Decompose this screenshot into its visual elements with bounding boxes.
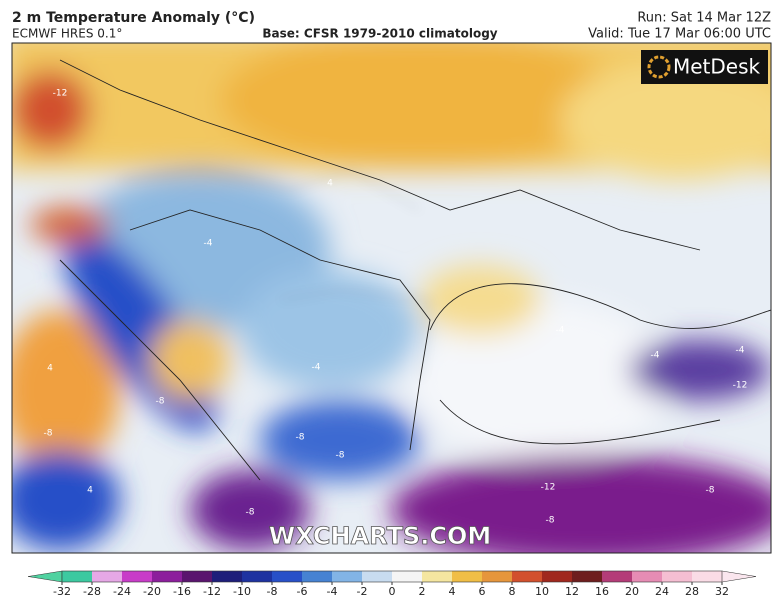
colorbar-segment <box>632 571 663 582</box>
colorbar-tick-label: -10 <box>233 585 251 598</box>
colorbar-segment <box>692 571 723 582</box>
colorbar-tick-label: 28 <box>685 585 699 598</box>
contour-label: -8 <box>156 397 165 407</box>
contour-label: -4 <box>736 346 745 356</box>
colorbar-tick-label: -6 <box>297 585 308 598</box>
colorbar-tick-label: -12 <box>203 585 221 598</box>
contour-label: -12 <box>733 381 748 391</box>
colorbar-segment <box>302 571 333 582</box>
colorbar-tick-label: 8 <box>509 585 516 598</box>
contour-label: -8 <box>296 433 305 443</box>
contour-label: -8 <box>706 486 715 496</box>
colorbar-under <box>27 570 63 583</box>
colorbar-tick-label: 24 <box>655 585 669 598</box>
model: ECMWF HRES 0.1° <box>12 27 122 41</box>
colorbar-segment <box>92 571 123 582</box>
logo: MetDesk <box>673 55 761 79</box>
colorbar-segment <box>662 571 693 582</box>
colorbar-tick-label: 20 <box>625 585 639 598</box>
logo-box: MetDesk <box>641 50 768 84</box>
colorbar-segment <box>242 571 273 582</box>
colorbar-segment <box>212 571 243 582</box>
colorbar-segment <box>272 571 303 582</box>
colorbar-segment <box>602 571 633 582</box>
colorbar-segment <box>62 571 93 582</box>
contour-label: -4 <box>312 363 321 373</box>
colorbar-segment <box>542 571 573 582</box>
contour-label: -4 <box>556 326 565 336</box>
map-field <box>12 43 771 553</box>
colorbar-tick-label: 2 <box>419 585 426 598</box>
colorbar-segment <box>482 571 513 582</box>
colorbar-tick-label: -2 <box>357 585 368 598</box>
watermark: WXCHARTS.COM <box>269 522 491 550</box>
colorbar-segment <box>152 571 183 582</box>
colorbar-tick-label: 10 <box>535 585 549 598</box>
colorbar-segment <box>422 571 453 582</box>
contour-label: -8 <box>546 516 555 526</box>
contour-label: -8 <box>246 508 255 518</box>
map-frame <box>11 42 772 554</box>
contour-label: -12 <box>541 483 556 493</box>
colorbar-tick-label: -8 <box>267 585 278 598</box>
colorbar-tick-label: 4 <box>449 585 456 598</box>
contour-label: -4 <box>651 351 660 361</box>
colorbar-segment <box>122 571 153 582</box>
contour-label: -4 <box>204 239 213 249</box>
colorbar-tick-label: -4 <box>327 585 338 598</box>
colorbar-tick-label: 6 <box>479 585 486 598</box>
valid: Valid: Tue 17 Mar 06:00 UTC <box>588 27 771 42</box>
colorbar-tick-label: -28 <box>83 585 101 598</box>
colorbar-segment <box>572 571 603 582</box>
run: Run: Sat 14 Mar 12Z <box>637 11 771 26</box>
colorbar-segment <box>512 571 543 582</box>
colorbar-tick-label: 12 <box>565 585 579 598</box>
contour-label: -8 <box>44 429 53 439</box>
colorbar-tick-label: -20 <box>143 585 161 598</box>
contour-label: 4 <box>327 179 333 189</box>
colorbar-segment <box>182 571 213 582</box>
title: 2 m Temperature Anomaly (°C) <box>12 10 255 26</box>
colorbar-tick-label: 16 <box>595 585 609 598</box>
colorbar-segment <box>392 571 423 582</box>
colorbar-tick-label: -24 <box>113 585 131 598</box>
colorbar-segment <box>332 571 363 582</box>
contour-label: -8 <box>336 451 345 461</box>
base: Base: CFSR 1979-2010 climatology <box>262 27 497 41</box>
colorbar-tick-label: -32 <box>53 585 71 598</box>
colorbar-tick-label: -16 <box>173 585 191 598</box>
contour-label: 4 <box>87 486 93 496</box>
colorbar-segment <box>452 571 483 582</box>
contour-label: 4 <box>47 364 53 374</box>
colorbar-tick-label: 0 <box>389 585 396 598</box>
colorbar-segment <box>362 571 393 582</box>
contour-label: -12 <box>53 89 68 99</box>
colorbar-over <box>721 570 757 583</box>
colorbar-tick-label: 32 <box>715 585 729 598</box>
